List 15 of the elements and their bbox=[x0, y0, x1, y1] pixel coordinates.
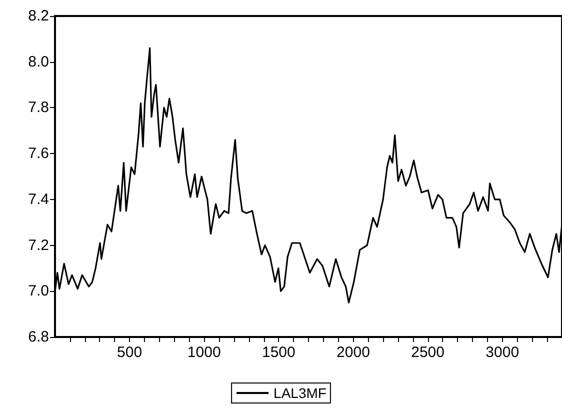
y-tick-label: 7.6 bbox=[28, 145, 49, 162]
x-tick-label: 1000 bbox=[187, 344, 221, 361]
legend-label: LAL3MF bbox=[274, 385, 326, 401]
y-tick-label: 7.2 bbox=[28, 236, 49, 254]
y-tick-label: 6.8 bbox=[28, 328, 49, 346]
y-tick-label: 7.8 bbox=[28, 99, 49, 116]
x-tick-label: 3000 bbox=[486, 344, 520, 361]
y-tick-label: 7.0 bbox=[28, 282, 49, 300]
y-tick-label: 8.2 bbox=[28, 8, 49, 24]
x-tick-label: 1500 bbox=[262, 344, 296, 361]
y-tick-label: 7.4 bbox=[28, 190, 49, 208]
x-tick-label: 2500 bbox=[411, 344, 444, 361]
x-tick-label: 500 bbox=[117, 344, 142, 361]
y-tick-label: 8.0 bbox=[28, 53, 49, 70]
x-tick-label: 2000 bbox=[336, 344, 370, 361]
